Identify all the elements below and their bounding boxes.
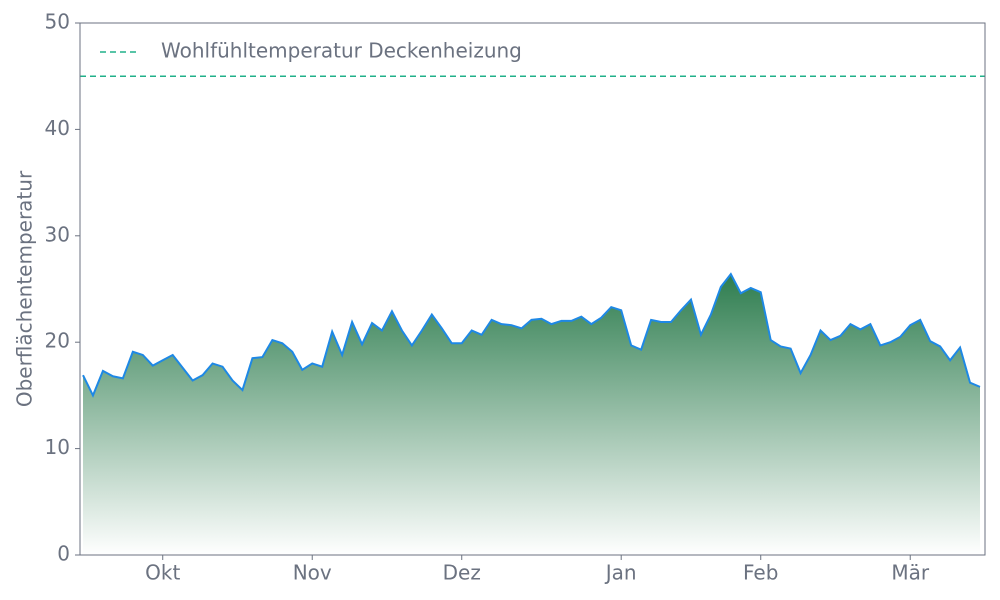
x-tick-label: Feb: [743, 561, 778, 585]
y-tick-label: 30: [45, 222, 70, 246]
x-tick-label: Dez: [443, 561, 481, 585]
y-tick-label: 0: [57, 542, 70, 566]
x-tick-label: Jan: [604, 561, 637, 585]
y-tick-label: 20: [45, 329, 70, 353]
area: [83, 274, 980, 555]
x-tick-label: Mär: [891, 561, 930, 585]
line: [82, 272, 981, 398]
y-tick-label: 40: [45, 116, 70, 140]
x-tick-label: Okt: [145, 561, 180, 585]
y-tick-label: 10: [45, 435, 70, 459]
legend-label: Wohlfühltemperatur Deckenheizung: [161, 39, 522, 63]
plot-frame: [79, 22, 986, 556]
y-tick-label: 50: [45, 10, 70, 34]
y-axis-label: Oberflächentemperatur: [13, 170, 37, 407]
x-tick-label: Nov: [293, 561, 332, 585]
